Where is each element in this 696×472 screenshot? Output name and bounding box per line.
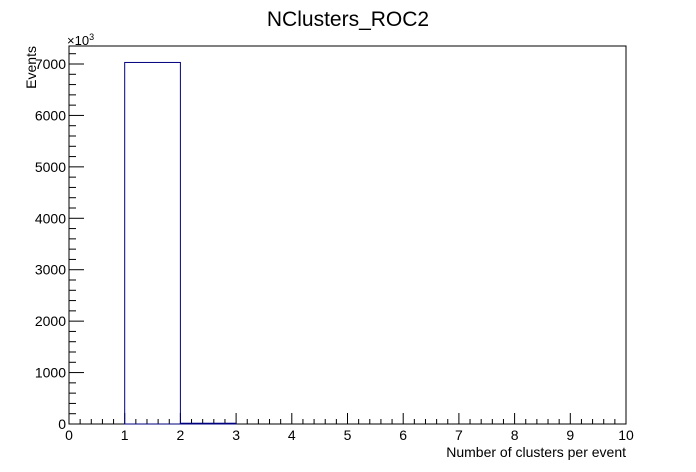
histogram-bar <box>124 61 181 425</box>
x-tick-label: 9 <box>566 427 574 443</box>
y-axis-ticks: 0 1000 2000 3000 4000 5000 6000 7000 <box>35 53 84 432</box>
y-tick-label: 3000 <box>35 262 66 278</box>
x-tick-label: 3 <box>232 427 240 443</box>
y-axis-label: Events <box>23 46 39 89</box>
y-tick-label: 1000 <box>35 365 66 381</box>
x-tick-label: 0 <box>65 427 73 443</box>
y-tick-label: 0 <box>58 416 66 432</box>
x-tick-label: 4 <box>288 427 296 443</box>
y-tick-label: 5000 <box>35 159 66 175</box>
histogram-bar <box>179 422 237 425</box>
x-tick-label: 6 <box>399 427 407 443</box>
x-tick-label: 10 <box>618 427 634 443</box>
y-tick-label: 7000 <box>35 56 66 72</box>
chart-title: NClusters_ROC2 <box>267 8 429 31</box>
y-multiplier-label: ×103 <box>67 32 94 48</box>
y-multiplier-base: ×10 <box>67 33 89 48</box>
y-tick-label: 6000 <box>35 107 66 123</box>
y-multiplier-exponent: 3 <box>89 32 94 42</box>
x-tick-label: 5 <box>344 427 352 443</box>
y-tick-label: 4000 <box>35 210 66 226</box>
x-axis-label: Number of clusters per event <box>446 444 626 460</box>
x-tick-label: 2 <box>177 427 185 443</box>
x-tick-label: 8 <box>511 427 519 443</box>
x-axis-ticks: 0 1 2 3 4 5 6 7 8 9 10 <box>65 413 634 443</box>
x-tick-label: 1 <box>121 427 129 443</box>
x-tick-label: 7 <box>455 427 463 443</box>
histogram-bars <box>124 61 237 425</box>
plot-frame <box>68 45 627 425</box>
y-tick-label: 2000 <box>35 313 66 329</box>
